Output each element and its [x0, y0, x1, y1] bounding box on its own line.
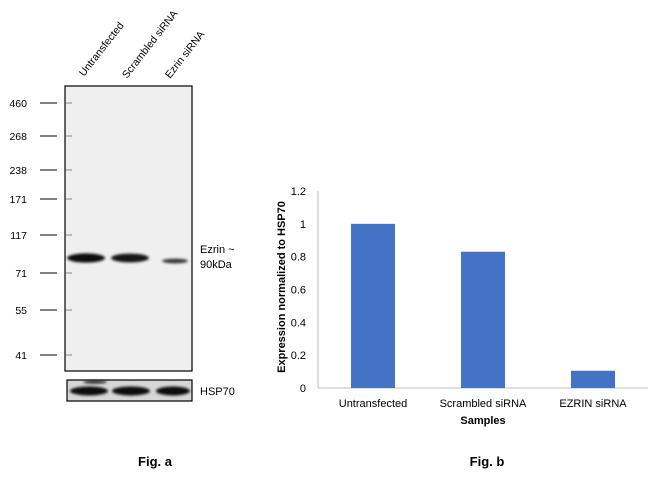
x-tick-label: Untransfected: [339, 398, 407, 410]
band-ezrin-sirna: [162, 258, 188, 264]
marker-label: 71: [15, 268, 27, 280]
y-tick-label: 0.6: [291, 285, 306, 297]
y-tick-labels: 0 0.2 0.4 0.6 0.8 1 1.2: [291, 186, 306, 395]
x-tick-labels: Untransfected Scrambled siRNA EZRIN siRNA: [339, 398, 628, 410]
y-tick-label: 0.4: [291, 317, 306, 329]
y-tick-label: 0.8: [291, 252, 306, 264]
band-label-line2: 90kDa: [200, 259, 233, 271]
hsp70-label: HSP70: [200, 386, 235, 398]
marker-label: 117: [10, 230, 27, 242]
marker-label: 171: [9, 194, 27, 206]
marker-label: 268: [9, 131, 27, 143]
western-blot-panel: Untransfected Scrambled siRNA Ezrin siRN…: [9, 8, 234, 469]
bar: [571, 370, 615, 388]
band-label-line1: Ezrin ~: [200, 244, 235, 256]
bars: [351, 223, 615, 388]
marker-label: 238: [9, 165, 27, 177]
ezrin-bands: [67, 253, 188, 264]
hsp70-band-3: [156, 386, 190, 396]
y-tick-label: 1: [300, 219, 306, 231]
marker-label: 460: [9, 98, 27, 110]
hsp70-band-1: [70, 386, 108, 396]
y-axis-label: Expression normalized to HSP70: [276, 201, 288, 373]
hsp70-top-band: [83, 380, 107, 384]
caption-fig-a: Fig. a: [138, 454, 173, 469]
marker-label: 41: [15, 350, 27, 362]
bar: [351, 223, 395, 388]
x-axis-label: Samples: [460, 415, 505, 427]
hsp70-band-2: [112, 386, 150, 396]
marker-label: 55: [15, 305, 27, 317]
x-tick-label: EZRIN siRNA: [559, 398, 627, 410]
molecular-weight-ladder: 460 268 238 171 117 71 55 41: [9, 98, 72, 362]
y-tick-label: 1.2: [291, 186, 306, 198]
bar: [461, 251, 505, 388]
blot-membrane: [64, 85, 193, 372]
bar-chart: 0 0.2 0.4 0.6 0.8 1 1.2 Untransfected Scrambled…: [276, 186, 648, 469]
caption-fig-b: Fig. b: [470, 454, 505, 469]
lane-label-ezrin: Ezrin siRNA: [163, 29, 207, 81]
band-scrambled: [111, 253, 149, 263]
x-tick-label: Scrambled siRNA: [440, 398, 527, 410]
y-tick-label: 0: [300, 383, 306, 395]
hsp70-bands: [70, 380, 190, 396]
band-untransfected: [67, 253, 105, 263]
lane-label-untransfected: Untransfected: [77, 20, 127, 79]
y-tick-label: 0.2: [291, 350, 306, 362]
